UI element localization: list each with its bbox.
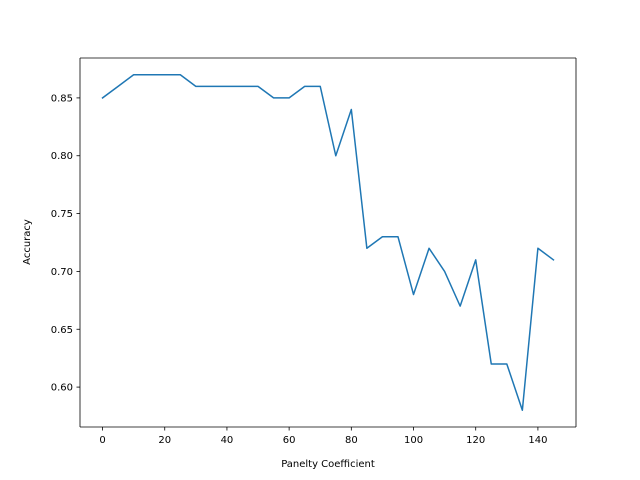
- data-point: [288, 97, 290, 99]
- data-point: [428, 247, 430, 249]
- data-point: [382, 236, 384, 238]
- data-point: [553, 259, 555, 261]
- series-line-0: [101, 74, 555, 411]
- x-tick-label: 60: [283, 435, 296, 446]
- x-tick-label: 40: [221, 435, 234, 446]
- data-point: [522, 409, 524, 411]
- data-point: [164, 74, 166, 76]
- data-point: [226, 86, 228, 88]
- y-tick-label: 0.60: [51, 383, 73, 394]
- y-tick-label: 0.65: [51, 325, 73, 336]
- x-tick-label: 120: [466, 435, 485, 446]
- y-tick-label: 0.80: [51, 151, 73, 162]
- data-point: [102, 97, 104, 99]
- data-point: [366, 247, 368, 249]
- data-point: [506, 363, 508, 365]
- data-point: [335, 155, 337, 157]
- data-point: [148, 74, 150, 76]
- y-tick-label: 0.85: [51, 93, 73, 104]
- data-point: [490, 363, 492, 365]
- data-point: [195, 86, 197, 88]
- x-tick-label: 140: [528, 435, 547, 446]
- data-point: [413, 294, 415, 296]
- data-point: [397, 236, 399, 238]
- plot-area: [80, 58, 576, 427]
- x-axis-label: Panelty Coefficient: [281, 459, 375, 470]
- data-point: [117, 86, 119, 88]
- data-point: [133, 74, 135, 76]
- x-tick-label: 0: [99, 435, 105, 446]
- plot-background: [80, 58, 576, 427]
- data-point: [257, 86, 259, 88]
- data-point: [351, 109, 353, 111]
- axes: 0 20 40 60 80 100 120 140 0.60 0.65 0.70 0.75 0.80 0.…: [51, 57, 577, 446]
- x-tick-label: 100: [404, 435, 423, 446]
- data-point: [273, 97, 275, 99]
- series-layer: [101, 74, 555, 411]
- data-point: [319, 86, 321, 88]
- data-point: [211, 86, 213, 88]
- data-point: [459, 305, 461, 307]
- data-point: [537, 247, 539, 249]
- data-point: [475, 259, 477, 261]
- x-tick-label: 80: [345, 435, 358, 446]
- y-tick-label: 0.75: [51, 209, 73, 220]
- data-point: [444, 271, 446, 273]
- y-tick-label: 0.70: [51, 267, 73, 278]
- x-tick-label: 20: [158, 435, 171, 446]
- data-point: [242, 86, 244, 88]
- y-axis-label: Accuracy: [22, 219, 33, 265]
- data-point: [179, 74, 181, 76]
- data-point: [304, 86, 306, 88]
